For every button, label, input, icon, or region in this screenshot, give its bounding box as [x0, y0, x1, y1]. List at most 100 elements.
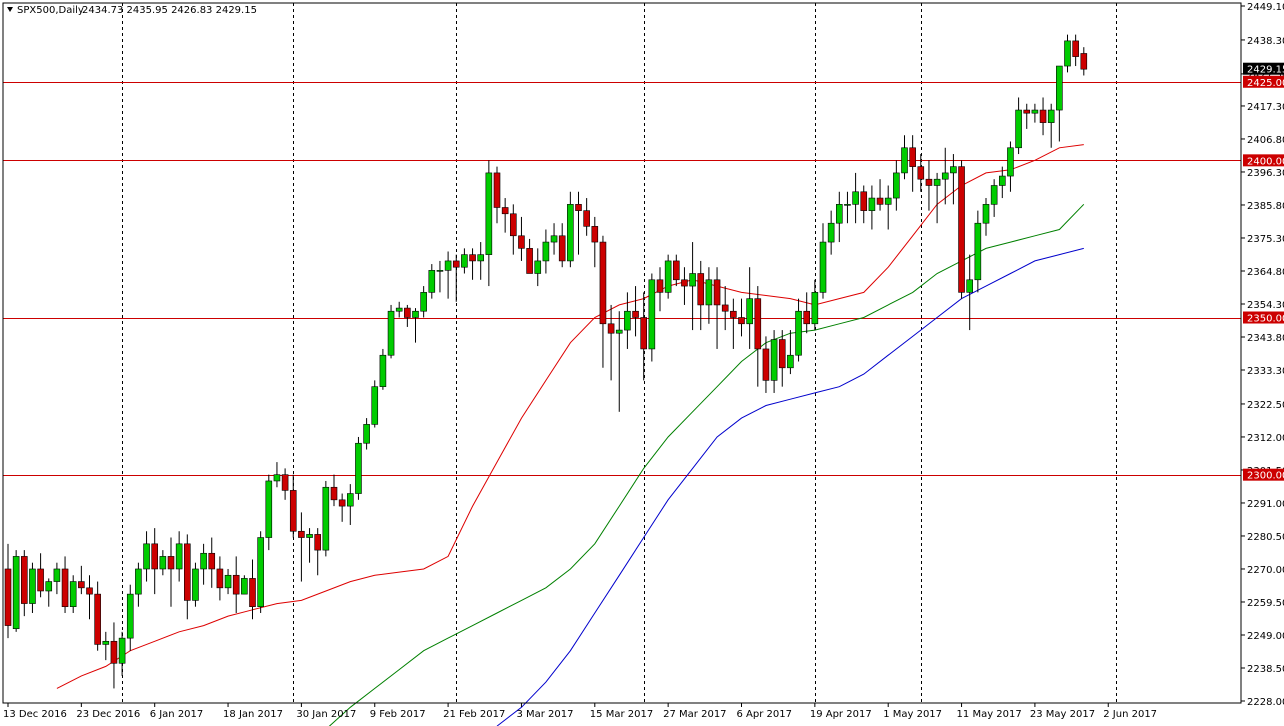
candle-body	[558, 235, 566, 262]
candle	[599, 235, 607, 368]
x-tick-label: 13 Dec 2016	[3, 709, 67, 720]
candle	[461, 248, 468, 274]
candle-body	[404, 307, 411, 318]
period-separators	[122, 3, 1117, 703]
candle	[1031, 103, 1039, 123]
candle-body	[184, 543, 191, 601]
candle-body	[298, 530, 305, 538]
candle-body	[1015, 109, 1022, 149]
candle	[102, 631, 110, 661]
candle-body	[118, 637, 126, 664]
candle-body	[778, 339, 786, 369]
candle-body	[200, 552, 207, 570]
candle	[754, 286, 762, 387]
candle	[452, 254, 460, 302]
candle-body	[827, 222, 835, 243]
candle	[884, 185, 892, 230]
y-tick-label: 2385.80	[1247, 201, 1284, 212]
price-axis[interactable]: 2449.10 2438.30 2427.50 2417.30 2406.80 2396.…	[1241, 2, 1284, 708]
candle	[624, 292, 631, 349]
candle-body	[909, 147, 916, 167]
candle	[542, 229, 550, 274]
x-tick-label: 30 Jan 2017	[296, 709, 356, 720]
candle-body	[306, 534, 313, 538]
candle	[159, 550, 167, 576]
symbol-label: SPX500,Daily	[17, 5, 84, 16]
candle	[29, 562, 36, 613]
candle	[950, 154, 957, 205]
candle-body	[567, 204, 574, 262]
y-tick-label: 2375.30	[1247, 234, 1284, 245]
candle	[306, 528, 313, 563]
candle	[648, 273, 656, 362]
candle-body	[958, 166, 965, 293]
x-tick-label: 19 Apr 2017	[810, 709, 872, 720]
candle-body	[208, 552, 216, 570]
candle-body	[518, 235, 525, 249]
candle-body	[876, 197, 884, 205]
candle	[1015, 97, 1022, 155]
candle-body	[925, 178, 933, 186]
candle	[363, 418, 370, 450]
candle	[265, 474, 273, 551]
candle-body	[53, 568, 61, 582]
candle-body	[705, 279, 713, 306]
candle-body	[29, 568, 36, 604]
candle	[1047, 103, 1055, 148]
candle-body	[607, 323, 615, 334]
candle-body	[835, 204, 843, 224]
x-tick-label: 6 Apr 2017	[737, 709, 792, 720]
candle-body	[640, 317, 648, 350]
candle	[925, 160, 933, 211]
candle	[420, 286, 427, 318]
candle-body	[681, 279, 688, 287]
candle	[819, 223, 827, 299]
candle-body	[966, 279, 974, 293]
time-axis[interactable]: 13 Dec 2016 23 Dec 2016 6 Jan 2017 18 Jan 2…	[3, 703, 1157, 720]
last-price-badge-bg	[1243, 62, 1284, 75]
candle-body	[542, 241, 550, 262]
candle	[1039, 97, 1047, 136]
candle	[436, 260, 444, 293]
candle-body	[819, 241, 827, 293]
candle-body	[444, 260, 452, 271]
candle-body	[102, 640, 110, 645]
candle-body	[721, 304, 729, 312]
candle	[990, 179, 998, 217]
candle-body	[469, 254, 476, 262]
candle-body	[509, 213, 517, 237]
candle-body	[379, 354, 387, 387]
candle-body	[371, 386, 379, 425]
y-tick-label: 2322.50	[1247, 400, 1284, 411]
candles	[4, 34, 1088, 689]
x-tick-label: 23 May 2017	[1030, 709, 1095, 720]
candle-body	[493, 172, 501, 208]
candle	[273, 462, 281, 488]
candle-body	[428, 270, 436, 293]
candle-body	[689, 273, 696, 287]
candle-body	[1031, 109, 1039, 114]
candle-body	[485, 172, 493, 255]
candle-body	[273, 474, 281, 482]
x-tick-label: 15 Mar 2017	[590, 709, 653, 720]
candle	[175, 531, 183, 582]
candle-body	[746, 298, 753, 325]
moving-average-line	[496, 247, 1084, 726]
candle	[730, 298, 737, 349]
candle	[1064, 34, 1071, 73]
candle	[917, 154, 925, 192]
candle	[395, 301, 403, 318]
candle-body	[110, 640, 118, 664]
candle	[314, 528, 322, 576]
candle-body	[126, 593, 134, 639]
candle	[94, 581, 101, 651]
candle	[404, 304, 411, 327]
candle-body	[697, 273, 705, 306]
candle-body	[1056, 65, 1063, 111]
x-tick-label: 2 Jun 2017	[1103, 709, 1157, 720]
candle-body	[175, 543, 183, 570]
candle-body	[322, 486, 330, 551]
candle-body	[45, 581, 53, 592]
candle	[69, 575, 77, 613]
